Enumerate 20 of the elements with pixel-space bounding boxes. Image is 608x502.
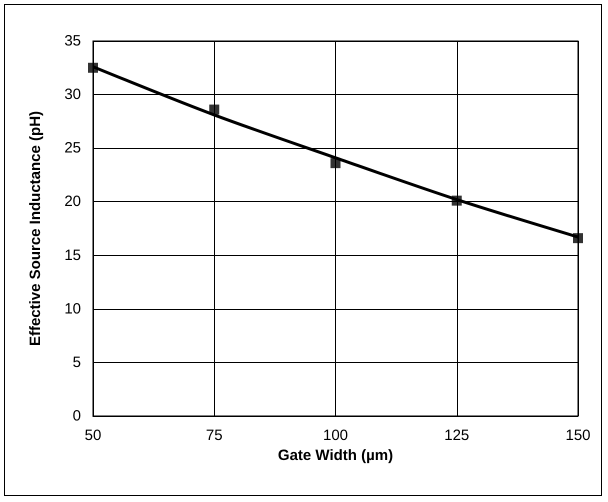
- y-tick-label: 30: [64, 86, 81, 104]
- x-tick-label: 125: [444, 427, 470, 444]
- x-tick-label: 100: [322, 427, 348, 444]
- x-tick-label: 75: [206, 427, 223, 444]
- y-tick-label: 5: [72, 354, 81, 371]
- y-tick-label: 10: [64, 300, 81, 318]
- y-tick-label: 35: [64, 32, 81, 50]
- y-tick-label: 20: [64, 193, 81, 210]
- point: [573, 233, 583, 244]
- point: [452, 196, 462, 206]
- y-tick-label: 25: [64, 140, 81, 157]
- point: [209, 104, 220, 115]
- y-tick-label: 15: [64, 246, 81, 264]
- x-tick-label: 50: [84, 427, 102, 444]
- point: [330, 158, 340, 168]
- y-tick-label: 0: [72, 408, 81, 424]
- x-tick-label: 150: [565, 427, 591, 444]
- point: [88, 62, 98, 73]
- x-axis-title: Gate Width (µm): [278, 447, 394, 464]
- y-axis-title: Effective Source Inductance (pH): [27, 110, 44, 346]
